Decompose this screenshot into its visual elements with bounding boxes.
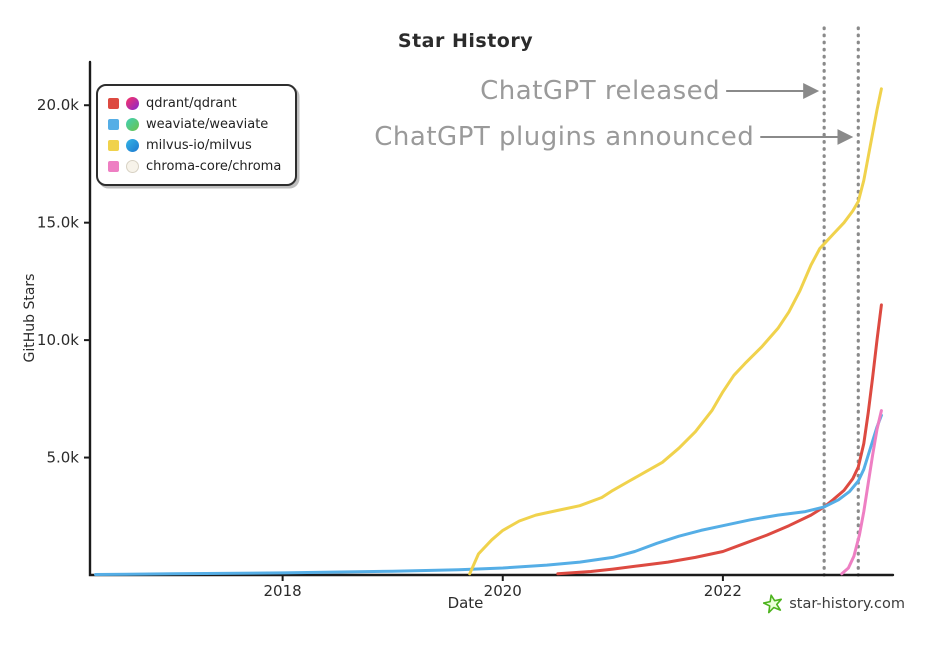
legend-label: milvus-io/milvus (146, 138, 252, 153)
qdrant-logo-icon (126, 97, 139, 110)
y-tick-label: 5.0k (46, 449, 79, 467)
series-line-milvus-io (468, 87, 883, 576)
legend-label: chroma-core/chroma (146, 159, 282, 174)
legend-item-chroma: chroma-core/chroma (108, 159, 281, 174)
watermark-label: star-history.com (789, 596, 905, 612)
x-tick-label: 2018 (264, 582, 302, 600)
milvus-color-swatch (108, 140, 119, 151)
series-line-weaviate (94, 413, 883, 576)
x-tick-label: 2022 (704, 582, 742, 600)
legend-label: weaviate/weaviate (146, 117, 269, 132)
y-axis-label: GitHub Stars (22, 273, 38, 363)
qdrant-color-swatch (108, 98, 119, 109)
series-line-qdrant (556, 303, 883, 576)
series-line-chroma-core (840, 409, 883, 576)
y-tick-label: 15.0k (37, 214, 79, 232)
star-history-logo-icon (763, 594, 783, 614)
annotation-chatgpt-released: ChatGPT released (480, 76, 721, 106)
watermark-star-history[interactable]: star-history.com (763, 594, 905, 614)
x-tick-label: 2020 (484, 582, 522, 600)
legend-item-milvus: milvus-io/milvus (108, 138, 281, 153)
axes (88, 60, 895, 577)
legend-label: qdrant/qdrant (146, 96, 237, 111)
chroma-logo-icon (126, 160, 139, 173)
weaviate-color-swatch (108, 119, 119, 130)
legend-item-qdrant: qdrant/qdrant (108, 96, 281, 111)
y-tick-label: 20.0k (37, 96, 79, 114)
annotation-chatgpt-plugins-announced: ChatGPT plugins announced (374, 122, 755, 152)
weaviate-logo-icon (126, 118, 139, 131)
page-title: Star History (397, 30, 534, 52)
y-tick-label: 10.0k (37, 331, 79, 349)
legend: qdrant/qdrant weaviate/weaviate milvus-i… (96, 84, 298, 186)
x-axis-label: Date (447, 594, 484, 612)
milvus-logo-icon (126, 139, 139, 152)
chroma-color-swatch (108, 161, 119, 172)
legend-item-weaviate: weaviate/weaviate (108, 117, 281, 132)
